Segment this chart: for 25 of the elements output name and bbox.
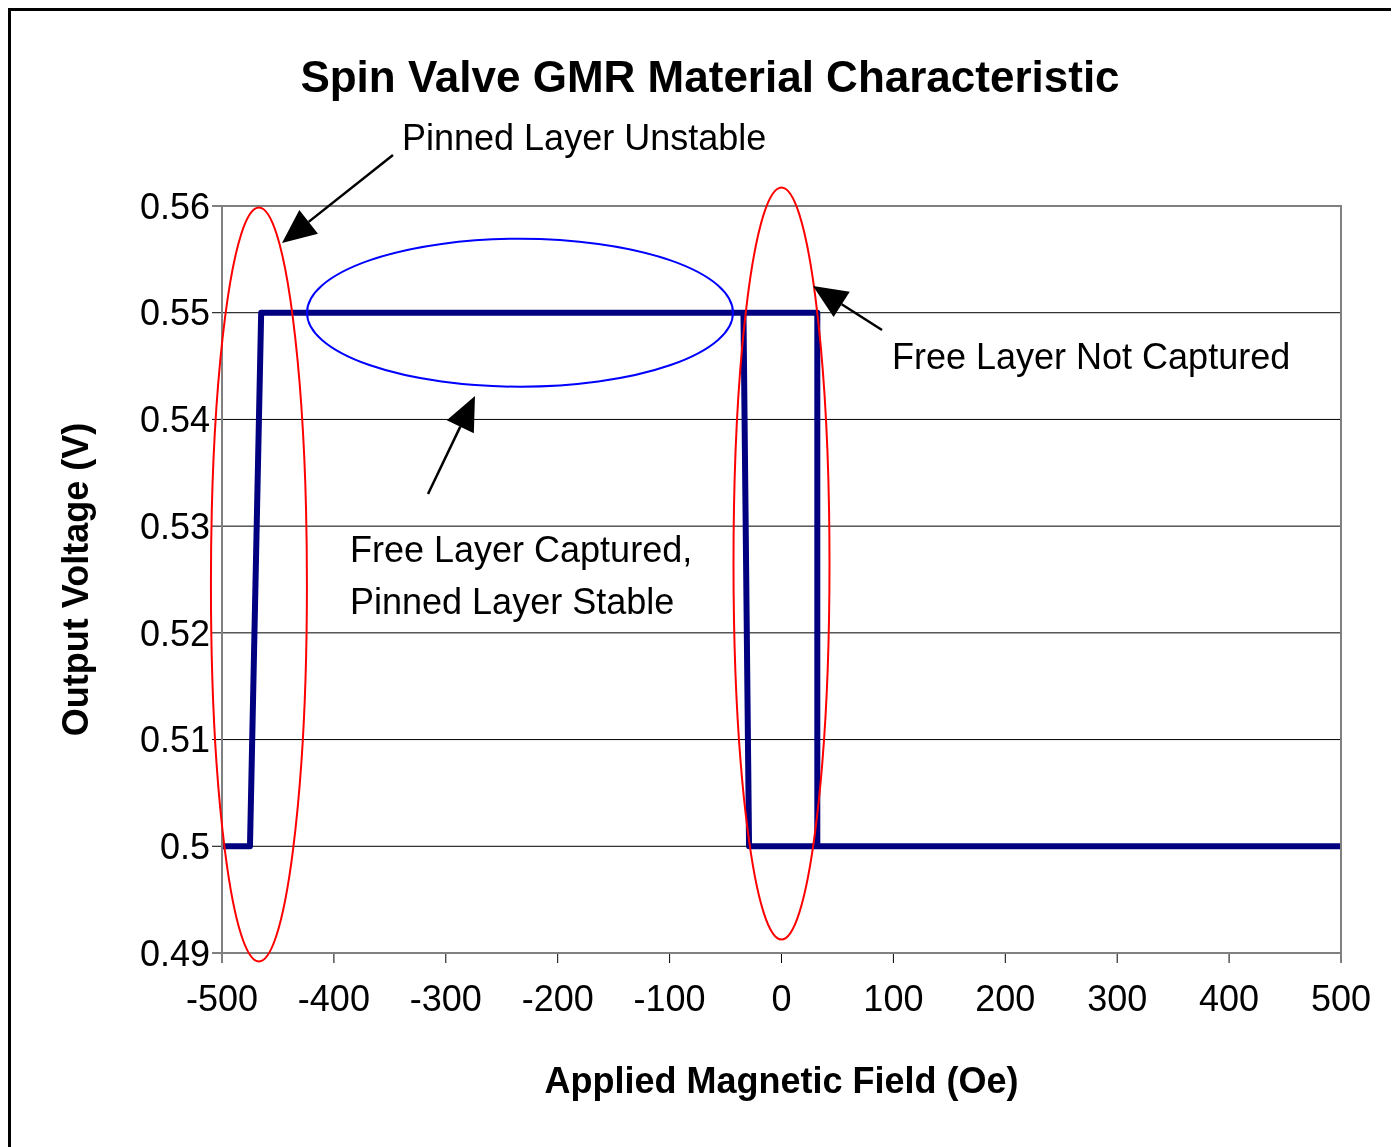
x-tick-label: -200 xyxy=(521,977,594,1019)
x-tick-label: -100 xyxy=(633,977,706,1019)
x-tick-label: 0 xyxy=(771,977,792,1019)
chart-title: Spin Valve GMR Material Characteristic xyxy=(300,52,1120,101)
x-tick-label: 300 xyxy=(1087,977,1148,1019)
y-tick-label: 0.55 xyxy=(139,292,210,334)
x-tick-label: -400 xyxy=(297,977,370,1019)
x-tick-label: -500 xyxy=(185,977,259,1019)
y-tick-label: 0.5 xyxy=(159,826,210,868)
x-axis-title: Applied Magnetic Field (Oe) xyxy=(544,1060,1019,1101)
y-tick-label: 0.49 xyxy=(139,932,210,974)
x-tick-label: -300 xyxy=(409,977,482,1019)
y-tick-label: 0.56 xyxy=(139,185,210,227)
x-tick-label: 500 xyxy=(1310,977,1372,1019)
y-axis-title: Output Voltage (V) xyxy=(55,422,96,737)
y-tick-label: 0.51 xyxy=(139,719,210,761)
y-tick-label: 0.54 xyxy=(139,399,210,441)
annotation: Free Layer Not Captured xyxy=(892,336,1291,377)
text: Pinned Layer Unstable xyxy=(402,117,767,158)
y-tick-label: 0.53 xyxy=(139,505,210,547)
x-tick-label: 400 xyxy=(1199,977,1260,1019)
y-tick-label: 0.52 xyxy=(139,612,210,654)
x-tick-label: 100 xyxy=(863,977,924,1019)
x-tick-label: 200 xyxy=(975,977,1036,1019)
annotation: Free Layer Captured, Pinned Layer Stable xyxy=(350,529,693,622)
